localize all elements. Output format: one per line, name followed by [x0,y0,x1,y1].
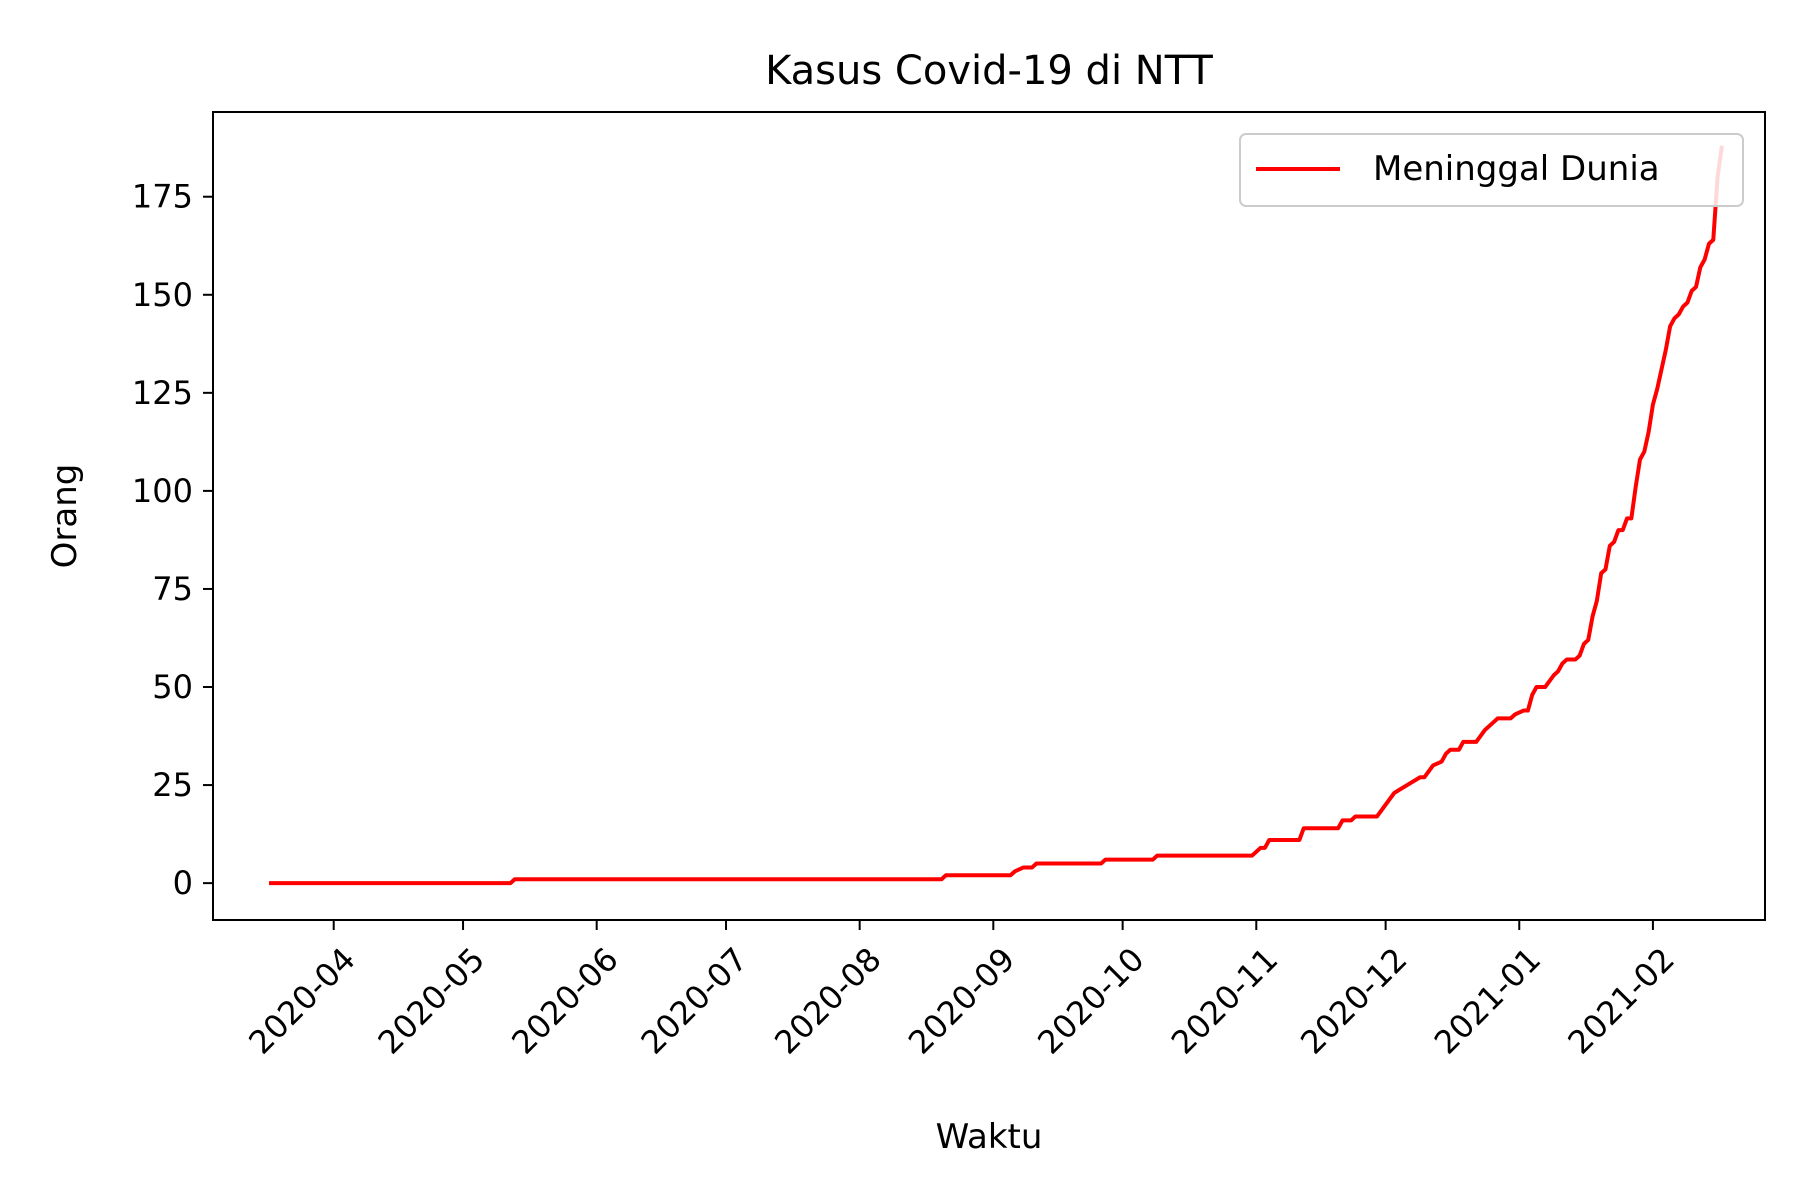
chart-title: Kasus Covid-19 di NTT [765,48,1213,94]
plot-frame [212,111,1766,921]
y-tick-label: 25 [152,766,193,804]
series-line-0 [269,145,1724,886]
y-tick-label: 0 [173,864,193,902]
y-tick-label: 100 [132,472,193,510]
y-tick-label: 125 [132,374,193,412]
y-tick-label: 150 [132,276,193,314]
y-tick-label: 50 [152,668,193,706]
y-tick-label: 175 [132,178,193,216]
plot-area [269,145,1724,886]
y-tick-label: 75 [152,570,193,608]
legend-box [1239,133,1744,207]
y-axis: 0 25 50 75 100 125 150 175 [132,178,213,902]
legend: Meninggal Dunia [1239,133,1744,207]
legend-label: Meninggal Dunia [1373,149,1660,189]
x-axis-label: Waktu [936,1117,1043,1157]
y-axis-label: Orang [45,464,85,569]
